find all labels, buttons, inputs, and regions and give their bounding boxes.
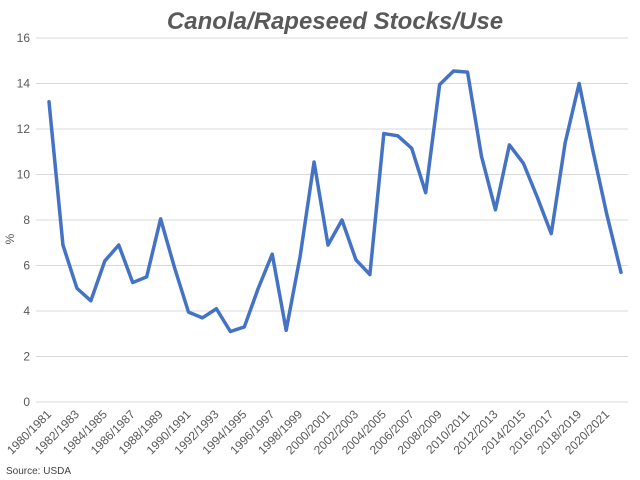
data-point xyxy=(382,132,386,135)
data-point xyxy=(508,143,511,147)
data-point xyxy=(340,218,344,222)
data-point xyxy=(591,150,595,153)
data-point xyxy=(229,330,232,333)
data-point xyxy=(284,329,288,332)
data-point xyxy=(438,83,441,86)
y-tick-label: 0 xyxy=(23,395,30,409)
data-point xyxy=(577,82,581,85)
y-axis-label: % xyxy=(3,233,17,244)
grid xyxy=(36,37,628,403)
source-note: Source: USDA xyxy=(6,466,71,477)
data-point xyxy=(605,214,609,217)
data-point xyxy=(494,208,497,211)
y-tick-label: 14 xyxy=(17,77,31,91)
y-tick-label: 4 xyxy=(23,304,30,318)
data-point xyxy=(47,100,51,103)
y-axis: 0 2 4 6 8 10 12 14 16 xyxy=(17,31,31,409)
data-point xyxy=(131,281,134,284)
data-point xyxy=(480,155,483,158)
data-point xyxy=(410,147,413,150)
data-point xyxy=(550,232,553,235)
data-point xyxy=(215,307,218,310)
y-tick-label: 8 xyxy=(23,213,30,227)
data-point xyxy=(354,258,358,262)
data-point xyxy=(89,299,93,302)
data-point xyxy=(424,191,427,194)
data-point xyxy=(117,243,120,247)
data-point xyxy=(187,310,190,314)
y-tick-label: 2 xyxy=(23,350,30,364)
data-point xyxy=(298,255,302,258)
data-point xyxy=(326,243,330,247)
data-point xyxy=(452,69,455,73)
data-point xyxy=(619,271,623,274)
data-point xyxy=(396,134,399,138)
series-line xyxy=(47,69,623,334)
y-tick-label: 6 xyxy=(23,259,30,273)
data-point xyxy=(312,160,316,164)
data-point xyxy=(243,325,246,329)
data-point xyxy=(466,70,469,74)
chart-title: Canola/Rapeseed Stocks/Use xyxy=(167,8,503,35)
y-tick-label: 12 xyxy=(17,122,31,136)
series-group xyxy=(47,69,623,334)
y-tick-label: 16 xyxy=(17,31,31,45)
data-point xyxy=(271,252,274,256)
data-point xyxy=(536,196,539,199)
data-point xyxy=(75,287,79,290)
x-axis: 1980/19811982/19831984/19851986/19871988… xyxy=(4,407,612,457)
data-point xyxy=(61,243,65,247)
y-tick-label: 10 xyxy=(17,168,31,182)
data-point xyxy=(522,161,525,165)
data-point xyxy=(159,217,162,221)
data-point xyxy=(173,266,176,269)
data-point xyxy=(563,141,567,144)
data-point xyxy=(257,287,260,290)
data-point xyxy=(201,316,204,320)
data-point xyxy=(368,273,372,276)
data-point xyxy=(103,259,107,263)
data-point xyxy=(145,275,148,279)
